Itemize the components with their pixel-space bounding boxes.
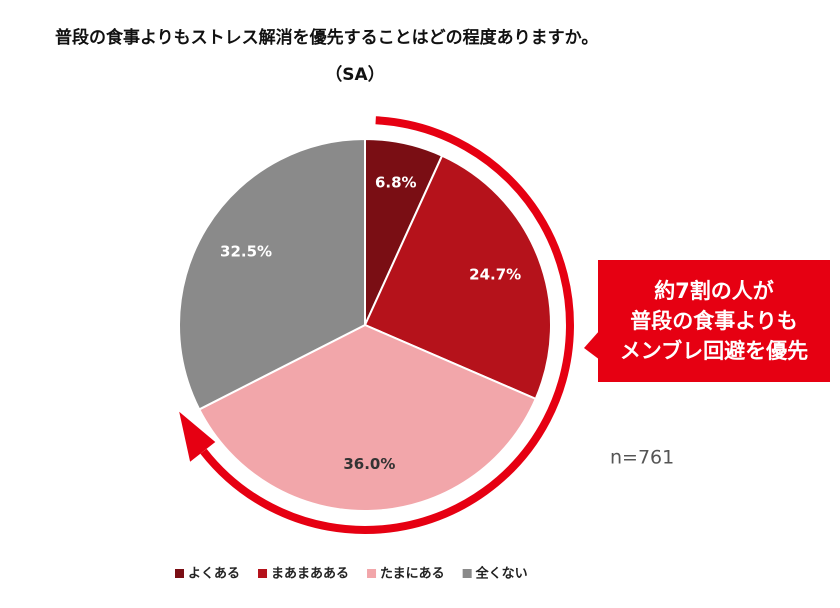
legend-swatch — [462, 569, 472, 578]
value-label: 32.5% — [220, 243, 272, 261]
callout-text: 普段の食事よりも — [630, 309, 798, 333]
value-label: 36.0% — [343, 455, 395, 473]
arrow-head — [179, 411, 216, 462]
chart-subtitle: （SA） — [325, 64, 384, 85]
callout-text: メンブレ回避を優先 — [620, 339, 808, 363]
sample-size: n=761 — [610, 447, 674, 469]
value-label: 24.7% — [469, 265, 521, 283]
legend-label: 全くない — [475, 566, 528, 582]
legend-label: まあまあある — [271, 567, 349, 582]
value-label: 6.8% — [375, 174, 417, 192]
legend-label: たまにある — [380, 567, 445, 582]
arrow-arc — [200, 116, 574, 534]
legend-swatch — [175, 569, 184, 578]
callout-box — [598, 260, 830, 382]
legend-swatch — [367, 569, 377, 578]
chart-title: 普段の食事よりもストレス解消を優先することはどの程度ありますか。 — [55, 27, 598, 48]
pie-slice — [178, 137, 366, 411]
legend-swatch — [258, 569, 268, 578]
callout-pointer — [584, 330, 600, 360]
callout-text: 約7割の人が — [654, 279, 774, 303]
pie-slice — [363, 154, 552, 401]
legend-label: よくある — [188, 567, 240, 582]
pie-slice — [197, 323, 538, 512]
